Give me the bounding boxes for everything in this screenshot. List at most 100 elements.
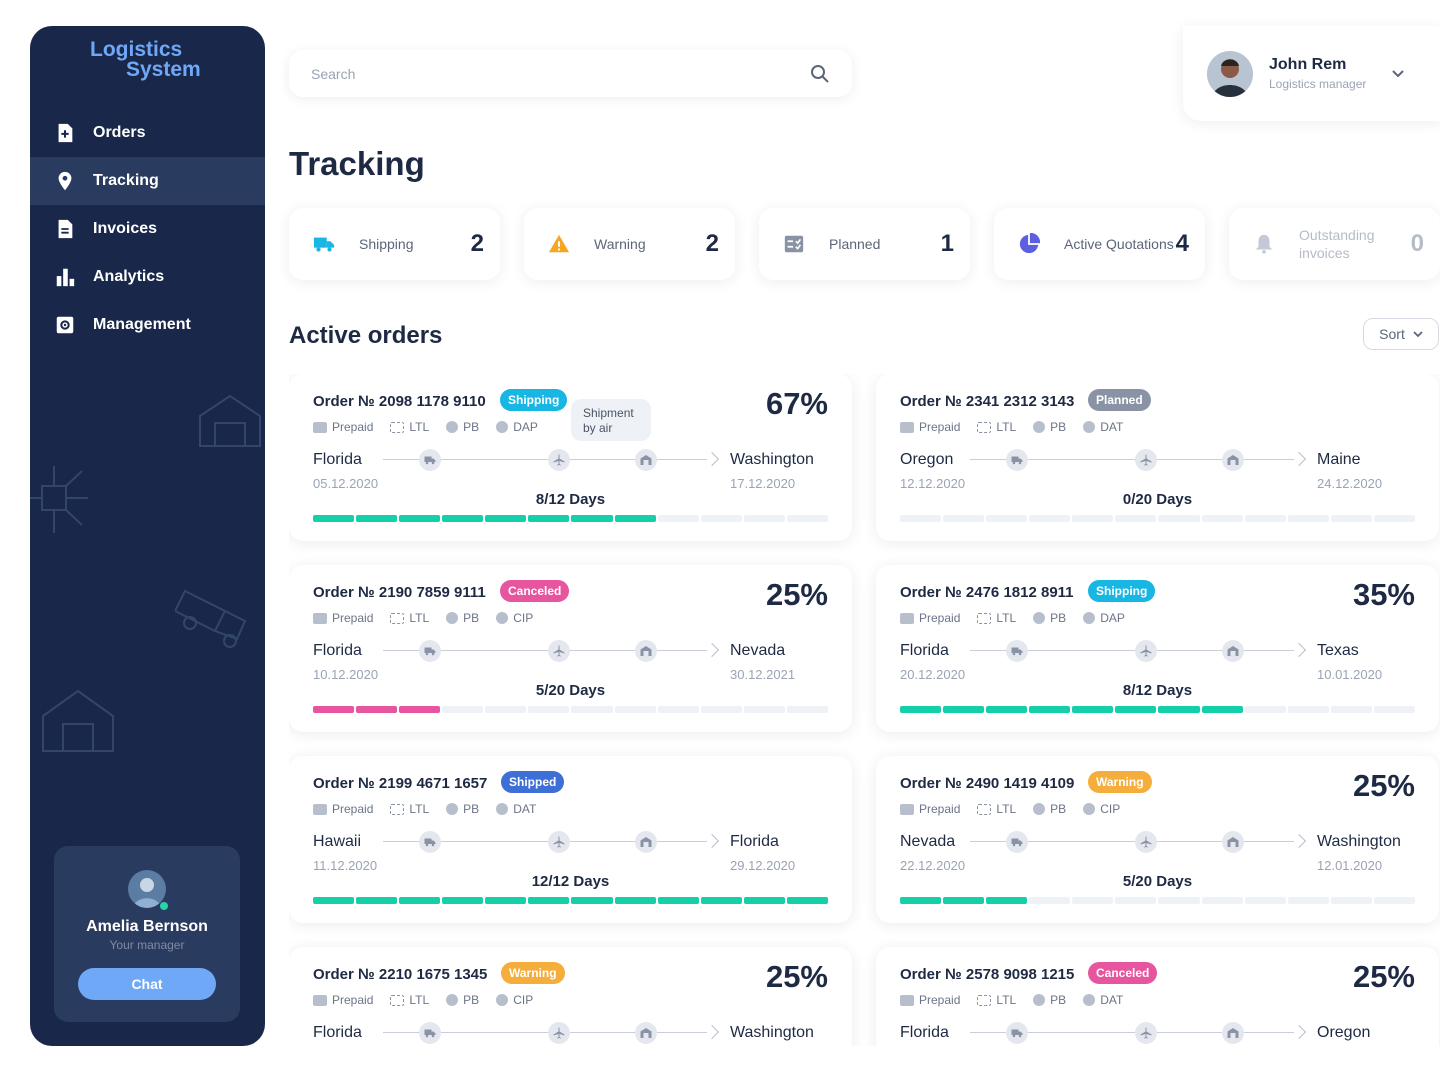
stop-truck[interactable] bbox=[1006, 1022, 1028, 1044]
tag-load-type: LTL bbox=[390, 802, 429, 816]
stop-air[interactable] bbox=[1135, 640, 1157, 662]
route-timeline bbox=[970, 831, 1307, 853]
sidebar-item-invoices[interactable]: Invoices bbox=[30, 205, 265, 253]
progress-segment bbox=[786, 515, 828, 522]
order-tags: Prepaid LTL PB DAT bbox=[900, 993, 1140, 1007]
stop-air[interactable] bbox=[548, 640, 570, 662]
order-card[interactable]: Order № 2476 1812 8911 Shipping 35% Prep… bbox=[876, 565, 1439, 732]
sidebar-nav: Orders Tracking Invoices Analytics Manag… bbox=[30, 109, 265, 349]
progress-segment bbox=[1158, 897, 1200, 904]
sidebar-item-tracking[interactable]: Tracking bbox=[30, 157, 265, 205]
warehouse-icon bbox=[640, 837, 652, 847]
stop-truck[interactable] bbox=[419, 449, 441, 471]
progress-segment bbox=[1029, 515, 1071, 522]
brand-logo[interactable]: Logistics System bbox=[90, 38, 220, 80]
order-card[interactable]: Order № 2190 7859 9111 Canceled 25% Prep… bbox=[289, 565, 852, 732]
stop-warehouse[interactable] bbox=[1222, 1022, 1244, 1044]
stop-air[interactable] bbox=[548, 831, 570, 853]
route-line bbox=[383, 459, 707, 460]
search-icon[interactable] bbox=[810, 64, 830, 84]
origin-location: Nevada bbox=[900, 833, 956, 850]
stop-warehouse[interactable] bbox=[1222, 640, 1244, 662]
arrow-right-icon bbox=[1291, 1024, 1307, 1040]
progress-segment bbox=[1330, 897, 1372, 904]
order-percent: 25% bbox=[765, 577, 828, 612]
progress-segment bbox=[1373, 706, 1415, 713]
chevron-down-icon[interactable] bbox=[1392, 69, 1405, 78]
order-card[interactable]: Order № 2098 1178 9110 Shipping 67% Prep… bbox=[289, 374, 852, 541]
sidebar-item-analytics[interactable]: Analytics bbox=[30, 253, 265, 301]
stat-card-active-quotations[interactable]: Active Quotations 4 bbox=[994, 208, 1205, 280]
order-card[interactable]: Order № 2199 4671 1657 Shipped Prepaid L… bbox=[289, 756, 852, 923]
stop-warehouse[interactable] bbox=[1222, 831, 1244, 853]
search-bar bbox=[289, 50, 852, 97]
stop-warehouse[interactable] bbox=[635, 831, 657, 853]
chat-button[interactable]: Chat bbox=[78, 968, 216, 1000]
order-card[interactable]: Order № 2341 2312 3143 Planned Prepaid L… bbox=[876, 374, 1439, 541]
page-title: Tracking bbox=[289, 145, 425, 182]
tag-label: LTL bbox=[996, 802, 1017, 816]
stop-air[interactable] bbox=[548, 1022, 570, 1044]
tag-label: CIP bbox=[513, 611, 534, 625]
progress-segment bbox=[986, 897, 1028, 904]
progress-segment bbox=[571, 515, 613, 522]
search-input[interactable] bbox=[311, 65, 810, 82]
stop-truck[interactable] bbox=[419, 1022, 441, 1044]
stop-air[interactable] bbox=[1135, 1022, 1157, 1044]
stop-air[interactable] bbox=[1135, 831, 1157, 853]
stop-warehouse[interactable] bbox=[635, 449, 657, 471]
order-card[interactable]: Order № 2578 9098 1215 Canceled 25% Prep… bbox=[876, 947, 1439, 1046]
progress-segment bbox=[986, 515, 1028, 522]
order-percent: 25% bbox=[1352, 768, 1415, 803]
stop-air[interactable] bbox=[548, 449, 570, 471]
sidebar-item-management[interactable]: Management bbox=[30, 301, 265, 349]
tag-prepaid: Prepaid bbox=[313, 993, 373, 1007]
tag-label: DAT bbox=[513, 802, 537, 816]
progress-segment bbox=[1201, 515, 1243, 522]
brand-line-1: Logistics bbox=[90, 38, 183, 61]
pallet-icon bbox=[977, 421, 992, 433]
warehouse-icon bbox=[640, 646, 652, 656]
stat-value: 2 bbox=[705, 230, 719, 257]
stat-card-warning[interactable]: Warning 2 bbox=[524, 208, 735, 280]
sidebar-item-orders[interactable]: Orders bbox=[30, 109, 265, 157]
tag-pb: PB bbox=[1033, 993, 1066, 1007]
stop-truck[interactable] bbox=[1006, 449, 1028, 471]
progress-segment bbox=[571, 706, 613, 713]
stop-warehouse[interactable] bbox=[635, 640, 657, 662]
stop-truck[interactable] bbox=[1006, 640, 1028, 662]
document-plus-icon bbox=[58, 123, 73, 143]
stop-truck[interactable] bbox=[419, 831, 441, 853]
progress-segment bbox=[1158, 706, 1200, 713]
order-card[interactable]: Order № 2490 1419 4109 Warning 25% Prepa… bbox=[876, 756, 1439, 923]
progress-segment bbox=[700, 897, 742, 904]
chevron-down-icon bbox=[1413, 330, 1423, 337]
stop-warehouse[interactable] bbox=[635, 1022, 657, 1044]
airplane-icon bbox=[553, 1027, 565, 1039]
destination-date: 12.01.2020 bbox=[1317, 858, 1383, 873]
progress-segment bbox=[1287, 515, 1329, 522]
online-status-dot bbox=[160, 902, 168, 910]
order-card[interactable]: Order № 2210 1675 1345 Warning 25% Prepa… bbox=[289, 947, 852, 1046]
payment-icon bbox=[1033, 421, 1046, 433]
stop-warehouse[interactable] bbox=[1222, 449, 1244, 471]
progress-segment bbox=[1330, 515, 1372, 522]
tag-load-type: LTL bbox=[390, 420, 429, 434]
route-line bbox=[970, 459, 1294, 460]
progress-bar bbox=[313, 897, 828, 904]
tag-incoterm: CIP bbox=[496, 611, 533, 625]
stat-card-outstanding-invoices[interactable]: Outstanding invoices 0 bbox=[1229, 208, 1440, 280]
sort-dropdown[interactable]: Sort bbox=[1363, 318, 1439, 350]
stop-truck[interactable] bbox=[1006, 831, 1028, 853]
user-profile-menu[interactable]: John Rem Logistics manager bbox=[1183, 26, 1440, 121]
tag-label: DAP bbox=[513, 420, 538, 434]
manager-card: Amelia Bernson Your manager Chat bbox=[54, 846, 240, 1022]
route-timeline bbox=[383, 449, 720, 471]
warehouse-icon bbox=[1227, 1028, 1239, 1038]
stat-card-planned[interactable]: Planned 1 bbox=[759, 208, 970, 280]
stop-truck[interactable] bbox=[419, 640, 441, 662]
prepaid-icon bbox=[313, 803, 327, 815]
tag-load-type: LTL bbox=[390, 993, 429, 1007]
stat-card-shipping[interactable]: Shipping 2 bbox=[289, 208, 500, 280]
stop-air[interactable] bbox=[1135, 449, 1157, 471]
